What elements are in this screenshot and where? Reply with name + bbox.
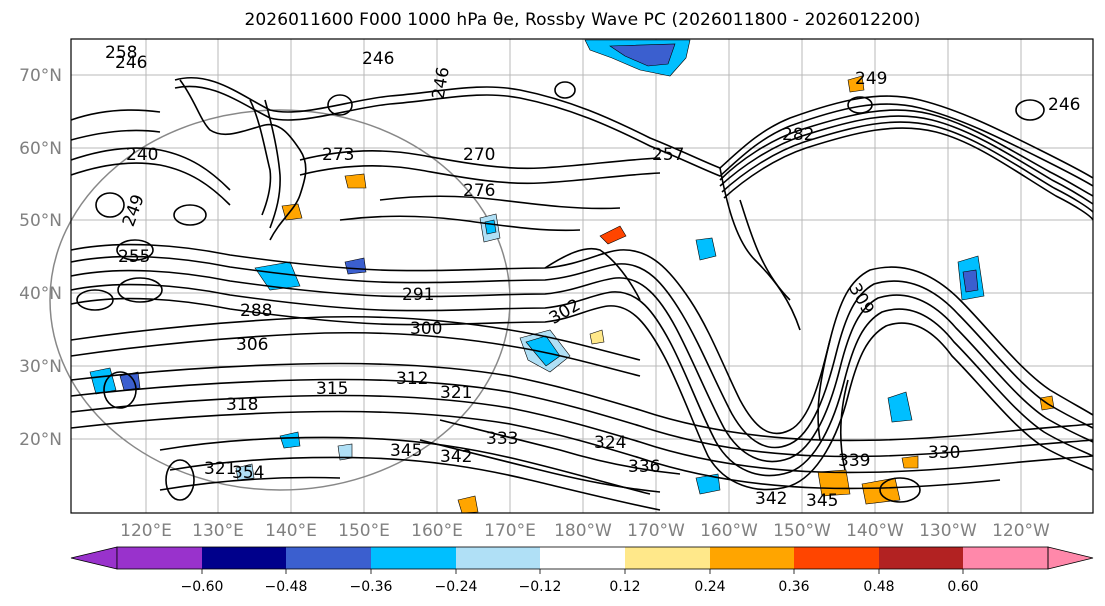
contour-label: 273 [322,145,354,165]
colorbar-bin [879,547,963,569]
latitude-labels: 70°N 60°N 50°N 40°N 30°N 20°N [19,66,62,450]
contour-label: 333 [486,429,518,449]
colorbar-bin [794,547,879,569]
contour-label: 240 [126,145,158,165]
lon-label: 170°E [484,521,536,541]
region-circle [49,109,511,491]
lon-label: 180°W [554,521,612,541]
lat-label: 30°N [19,357,62,377]
colorbar-bin [710,547,794,569]
contour-label: 330 [928,443,960,463]
contour-label: 306 [236,335,268,355]
contour-label: 345 [806,491,838,511]
longitude-labels: 120°E 130°E 140°E 150°E 160°E 170°E 180°… [120,521,1050,541]
lon-label: 120°W [992,521,1050,541]
lat-label: 70°N [19,66,62,86]
colorbar-tick-label: 0.12 [609,579,640,595]
contour-label: 312 [396,369,428,389]
contour-label: 291 [402,285,434,305]
contour-label: 321 [204,459,236,479]
colorbar-extend-low [70,546,118,570]
colorbar-tick-label: 0.60 [947,579,978,595]
colorbar-extend-high [1047,546,1094,570]
colorbar-bin [625,547,710,569]
contour-label: 246 [115,53,147,73]
lon-label: 120°E [120,521,172,541]
map-frame [70,38,1094,514]
colorbar-tick-label: −0.24 [435,579,478,595]
colorbar-tick-label: −0.36 [350,579,393,595]
lon-label: 130°W [919,521,977,541]
map-panel: 258 246 246 246 249 246 240 249 255 273 … [49,38,1094,514]
colorbar-bin [117,547,202,569]
contour-label: 257 [652,145,684,165]
lat-label: 40°N [19,284,62,304]
colorbar-tick-label: −0.60 [181,579,224,595]
lat-label: 60°N [19,139,62,159]
colorbar-tick-label: −0.48 [265,579,308,595]
contour-label: 288 [240,301,272,321]
contour-label: 246 [1048,95,1080,115]
contour-label: 336 [628,457,660,477]
colorbar-bin [540,547,625,569]
contour-label: 354 [232,463,264,483]
contour-label: 276 [463,181,495,201]
contour-label: 324 [594,433,626,453]
anomaly-patches [89,39,1055,514]
colorbar-tick-label: 0.24 [694,579,725,595]
contour-label: 249 [855,69,887,89]
colorbar-bin [371,547,456,569]
lon-label: 130°E [192,521,244,541]
contour-label: 318 [226,395,258,415]
contour-label: 255 [118,247,150,267]
lon-label: 150°W [773,521,831,541]
colorbar-tick-label: 0.48 [863,579,894,595]
contour-label: 342 [755,489,787,509]
contour-label: 321 [440,383,472,403]
lon-label: 150°E [338,521,390,541]
contour-label: 258 [105,43,137,63]
contour-label: 315 [316,379,348,399]
colorbar-tick-label: −0.12 [519,579,562,595]
contour-label: 339 [838,451,870,471]
lon-label: 160°W [700,521,758,541]
map-title: 2026011600 F000 1000 hPa θe, Rossby Wave… [244,10,921,30]
theta-e-contours [70,76,1094,511]
contour-label: 342 [440,447,472,467]
contour-label: 345 [390,441,422,461]
colorbar: −0.60 −0.48 −0.36 −0.24 −0.12 0.12 0.24 … [70,546,1094,595]
lon-label: 170°W [627,521,685,541]
lon-label: 160°E [411,521,463,541]
lat-label: 50°N [19,211,62,231]
contour-label: 246 [362,49,394,69]
contour-label: 282 [782,125,814,145]
colorbar-bin [456,547,540,569]
colorbar-tick-label: 0.36 [778,579,809,595]
colorbar-bin [286,547,371,569]
contour-label: 270 [463,145,495,165]
contour-label: 300 [410,319,442,339]
colorbar-bin [202,547,286,569]
lon-label: 140°W [846,521,904,541]
lon-label: 140°E [265,521,317,541]
colorbar-bin [963,547,1048,569]
lat-label: 20°N [19,430,62,450]
